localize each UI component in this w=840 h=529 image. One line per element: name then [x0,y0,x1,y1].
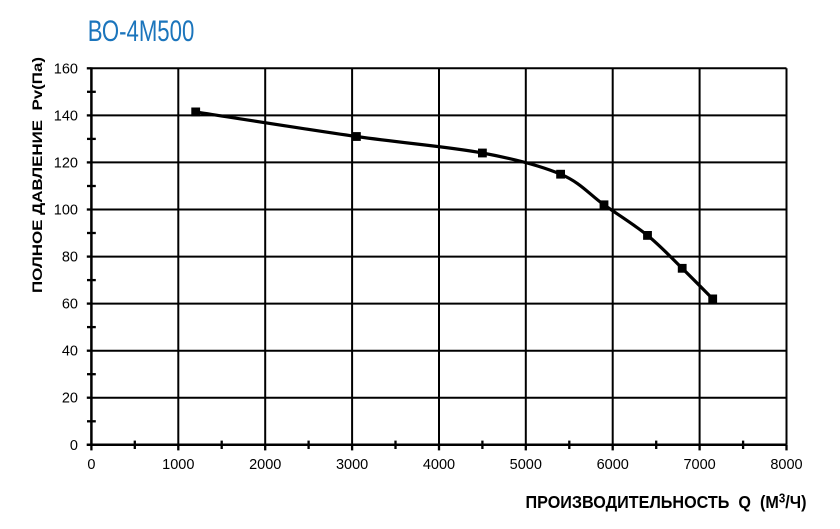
svg-text:ПОЛНОЕ ДАВЛЕНИЕ Pv(Па): ПОЛНОЕ ДАВЛЕНИЕ Pv(Па) [29,57,45,293]
svg-text:80: 80 [62,250,78,266]
svg-text:40: 40 [62,344,78,360]
svg-text:140: 140 [54,108,78,124]
svg-text:ПРОИЗВОДИТЕЛЬНОСТЬ Q (М3/Ч): ПРОИЗВОДИТЕЛЬНОСТЬ Q (М3/Ч) [526,492,807,513]
svg-text:5000: 5000 [510,457,542,473]
svg-text:160: 160 [54,61,78,77]
svg-text:1000: 1000 [162,457,194,473]
svg-text:100: 100 [54,203,78,219]
svg-text:20: 20 [62,391,78,407]
svg-text:6000: 6000 [597,457,629,473]
svg-text:8000: 8000 [770,457,802,473]
svg-text:60: 60 [62,297,78,313]
svg-text:0: 0 [87,457,95,473]
svg-text:3000: 3000 [336,457,368,473]
svg-text:7000: 7000 [683,457,715,473]
svg-text:ВО-4М500: ВО-4М500 [88,15,195,48]
svg-text:0: 0 [70,438,78,454]
svg-text:4000: 4000 [423,457,455,473]
svg-text:120: 120 [54,155,78,171]
svg-text:2000: 2000 [249,457,281,473]
